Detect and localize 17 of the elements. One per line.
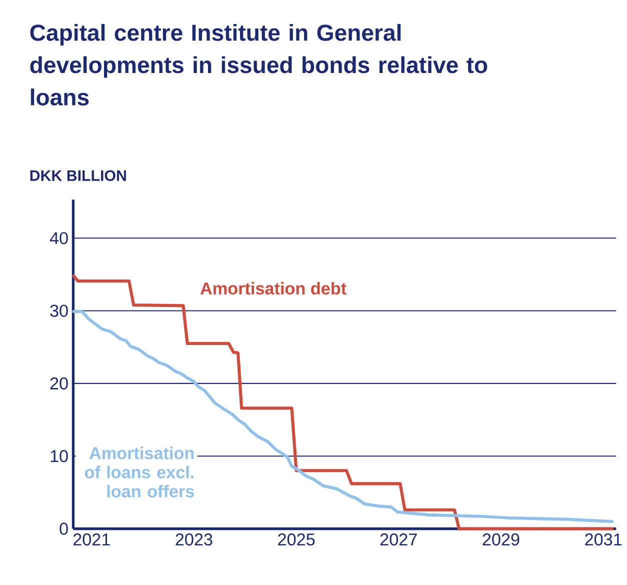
x-tick-label: 2031 bbox=[585, 533, 622, 546]
line-series bbox=[72, 310, 614, 523]
y-tick-label: 20 bbox=[50, 377, 68, 390]
text: Amortisation of loans excl. loan offers bbox=[84, 446, 194, 498]
y-axis-title: DKK BILLION bbox=[30, 170, 126, 181]
chart-title: Capital centre Institute in General developments in issued bonds relative to loans bbox=[30, 24, 488, 106]
y-tick-label: 40 bbox=[50, 232, 68, 244]
x-tick-label: 2029 bbox=[482, 533, 520, 546]
y-tick-label: 30 bbox=[50, 304, 68, 317]
x-tick-label: 2027 bbox=[380, 533, 417, 546]
x-tick-label: 2021 bbox=[73, 533, 110, 546]
x-tick-label: 2023 bbox=[176, 533, 212, 546]
y-tick-label: 10 bbox=[50, 450, 68, 462]
x-tick-label: 2025 bbox=[278, 533, 315, 546]
y-tick-label: 0 bbox=[60, 522, 68, 535]
line-series bbox=[72, 274, 614, 530]
series-label: Amortisation debt bbox=[200, 282, 346, 295]
